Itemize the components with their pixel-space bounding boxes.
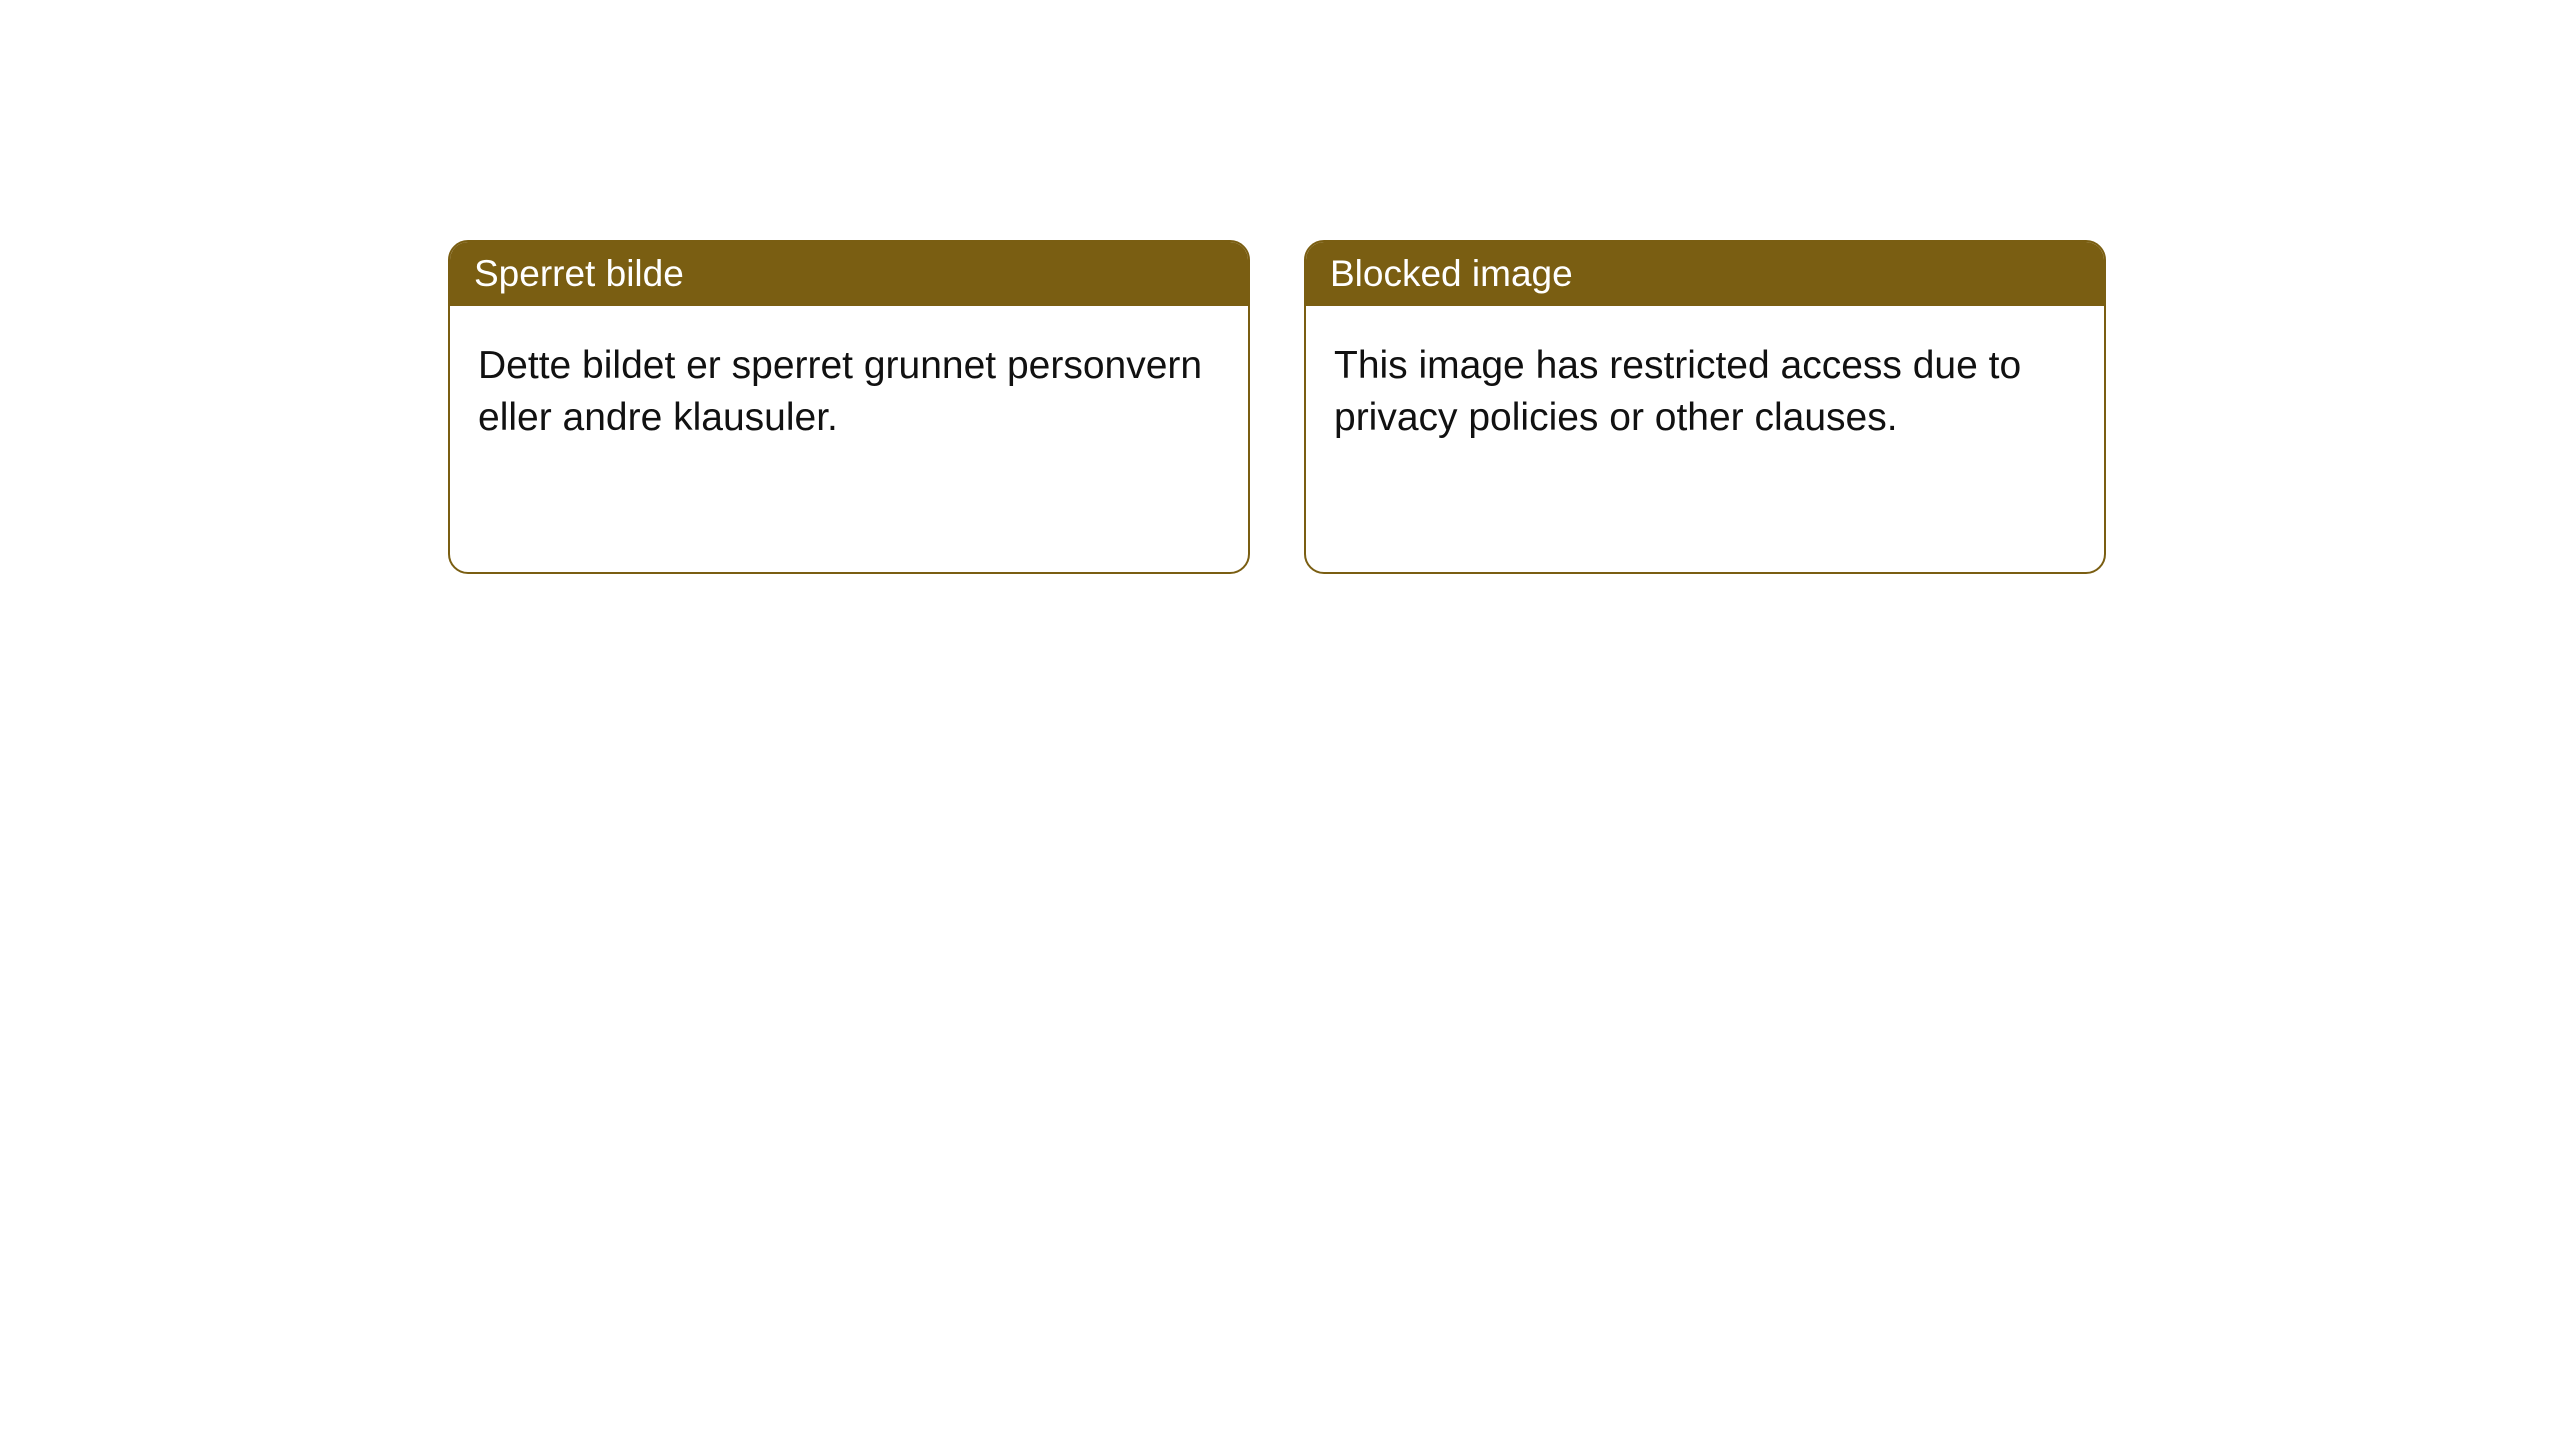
notice-card-body: This image has restricted access due to … — [1306, 306, 2104, 443]
notice-card-no: Sperret bilde Dette bildet er sperret gr… — [448, 240, 1250, 574]
notice-card-title: Sperret bilde — [450, 242, 1248, 306]
notice-card-title: Blocked image — [1306, 242, 2104, 306]
notice-cards-row: Sperret bilde Dette bildet er sperret gr… — [0, 0, 2560, 574]
notice-card-en: Blocked image This image has restricted … — [1304, 240, 2106, 574]
notice-card-body: Dette bildet er sperret grunnet personve… — [450, 306, 1248, 443]
